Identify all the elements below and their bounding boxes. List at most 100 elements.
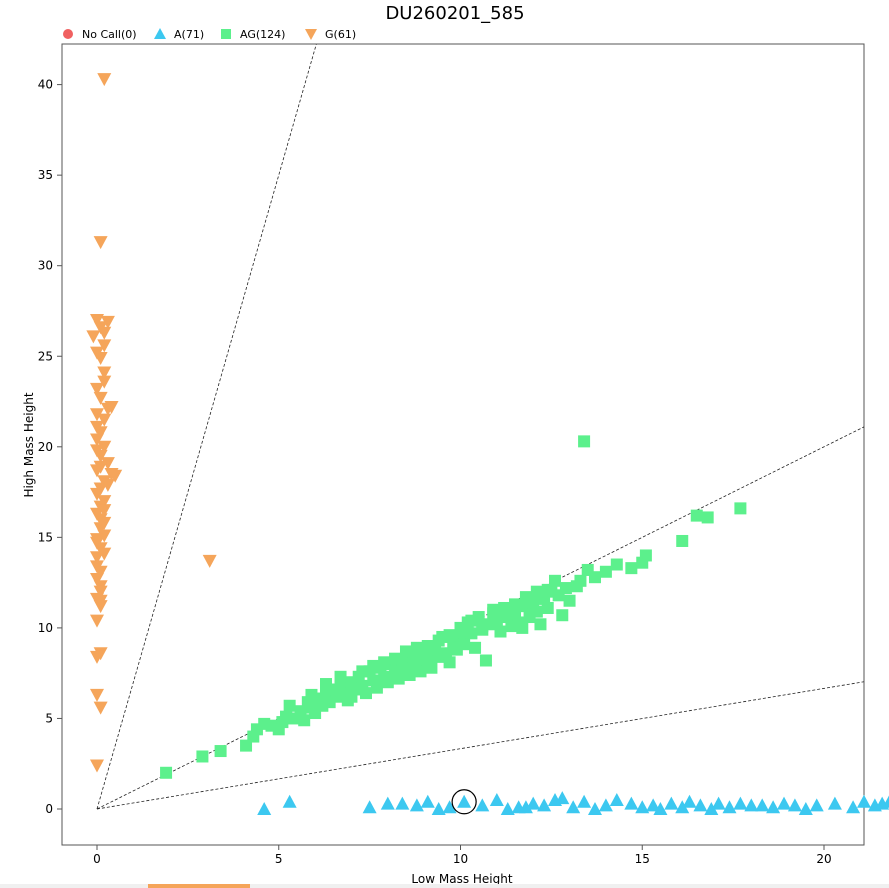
- data-point: [202, 554, 217, 568]
- y-tick-label: 20: [38, 440, 53, 454]
- data-point: [381, 676, 394, 689]
- data-point: [100, 457, 115, 471]
- data-point: [93, 391, 108, 405]
- data-point: [97, 440, 112, 454]
- data-point: [526, 796, 541, 810]
- data-point: [298, 714, 311, 727]
- data-point: [214, 745, 227, 758]
- data-point: [97, 326, 112, 340]
- data-point: [577, 794, 592, 808]
- data-point: [534, 618, 547, 631]
- data-point: [97, 547, 112, 561]
- data-point: [392, 672, 405, 685]
- data-point: [97, 413, 112, 427]
- data-point: [93, 701, 108, 715]
- x-tick-label: 20: [816, 852, 831, 866]
- data-point: [559, 582, 572, 595]
- data-point: [675, 800, 690, 814]
- data-point: [777, 796, 792, 810]
- data-point: [489, 792, 504, 806]
- axes: 05101520253035400510152025303540: [38, 78, 832, 866]
- data-point: [653, 802, 668, 815]
- y-tick-label: 40: [38, 78, 53, 92]
- data-point: [734, 502, 747, 515]
- y-tick-label: 10: [38, 621, 53, 635]
- data-point: [90, 408, 104, 422]
- data-point: [90, 688, 104, 702]
- legend-item: G(61): [305, 28, 356, 41]
- data-point: [827, 796, 842, 810]
- data-point: [90, 614, 104, 628]
- data-point: [443, 656, 456, 669]
- data-point: [701, 511, 714, 524]
- data-point: [425, 661, 438, 674]
- data-point: [86, 330, 101, 344]
- y-tick-label: 15: [38, 530, 53, 544]
- legend-marker: [221, 29, 231, 39]
- legend-marker: [63, 29, 73, 39]
- data-point: [722, 800, 737, 814]
- data-point: [100, 478, 115, 492]
- data-point: [755, 798, 770, 812]
- data-point: [498, 601, 511, 614]
- data-point: [90, 759, 104, 773]
- data-point: [469, 641, 482, 654]
- data-point: [395, 796, 410, 810]
- data-point: [566, 800, 581, 814]
- data-point: [414, 665, 427, 678]
- x-axis-label: Low Mass Height: [411, 872, 512, 886]
- data-point: [588, 571, 601, 584]
- data-point: [610, 558, 623, 571]
- data-point: [93, 460, 108, 474]
- data-point: [345, 690, 358, 703]
- y-tick-label: 0: [45, 802, 53, 816]
- data-point: [160, 766, 173, 779]
- data-point: [258, 717, 271, 730]
- data-point: [93, 585, 108, 599]
- data-point: [733, 796, 748, 810]
- series-triangle-up: [257, 791, 889, 815]
- data-point: [90, 420, 104, 434]
- data-point: [454, 621, 467, 634]
- legend: No Call(0) A(71) AG(124) G(61): [63, 28, 356, 41]
- x-tick-label: 0: [93, 852, 101, 866]
- data-point: [798, 802, 813, 815]
- data-point: [97, 375, 112, 389]
- data-point: [500, 802, 515, 815]
- data-point: [475, 798, 490, 812]
- data-point: [690, 509, 703, 522]
- status-strip: [0, 884, 889, 888]
- data-point: [370, 681, 383, 694]
- highlight-circle: [451, 789, 477, 815]
- series-square: [160, 435, 747, 779]
- data-point: [516, 621, 529, 634]
- data-point: [856, 794, 871, 808]
- data-point: [367, 659, 380, 672]
- data-point: [676, 534, 689, 547]
- x-tick-label: 15: [635, 852, 650, 866]
- data-point: [432, 634, 445, 647]
- data-point: [809, 798, 824, 812]
- data-point: [410, 641, 423, 654]
- data-point: [90, 533, 104, 547]
- data-point: [846, 800, 861, 814]
- data-point: [549, 574, 562, 587]
- data-point: [465, 627, 478, 640]
- data-point: [578, 435, 591, 448]
- legend-item: No Call(0): [63, 28, 137, 41]
- data-point: [509, 607, 522, 620]
- data-point: [240, 739, 253, 752]
- data-point: [487, 603, 500, 616]
- data-point: [305, 688, 318, 701]
- plot-area: [61, 43, 865, 846]
- data-points: [86, 73, 889, 815]
- data-point: [403, 668, 416, 681]
- data-point: [458, 638, 471, 651]
- data-point: [100, 315, 115, 329]
- series-triangle-down: [86, 73, 217, 773]
- data-point: [283, 699, 296, 712]
- data-point: [389, 652, 402, 665]
- data-point: [90, 573, 104, 587]
- data-point: [90, 314, 104, 328]
